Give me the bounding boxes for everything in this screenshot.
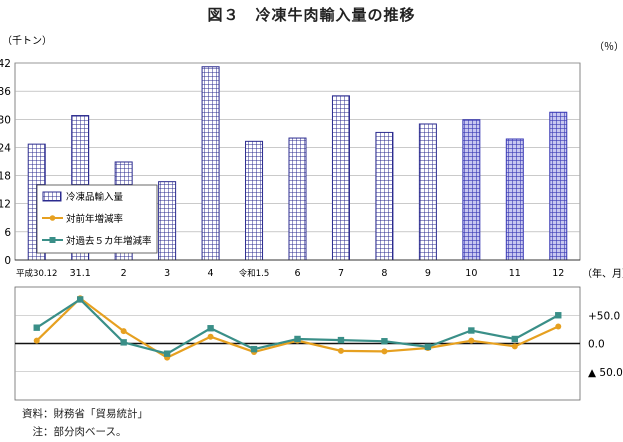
series-point xyxy=(33,337,40,344)
y2-tick-label: 0.0 xyxy=(588,339,605,351)
series-point xyxy=(337,347,344,354)
legend-label: 対前年増減率 xyxy=(66,213,124,225)
y2-tick-label: ▲ 50.0 xyxy=(588,367,623,379)
x-tick-label: 8 xyxy=(381,268,387,279)
x-tick-label: 12 xyxy=(552,268,564,279)
series-point xyxy=(511,343,518,350)
x-axis-unit-label: （年、月） xyxy=(582,267,623,280)
x-tick-label: 平成30.12 xyxy=(16,268,57,279)
series-point xyxy=(120,339,127,346)
bar xyxy=(505,138,524,261)
bar xyxy=(549,111,568,261)
y-tick-label: 42 xyxy=(0,58,11,70)
x-tick-label: 2 xyxy=(121,268,127,279)
series-point xyxy=(381,338,388,345)
series-point xyxy=(207,333,214,340)
series-point xyxy=(468,337,475,344)
bar xyxy=(288,137,307,261)
x-tick-label: 9 xyxy=(425,268,431,279)
y-tick-label: 6 xyxy=(4,227,11,239)
series-point xyxy=(120,328,127,335)
series-point xyxy=(76,296,84,303)
footnote: 注：部分肉ベース。 xyxy=(22,426,127,438)
y2-axis-label: （％） xyxy=(594,41,623,53)
series-point xyxy=(207,325,214,332)
x-tick-label: 11 xyxy=(509,268,521,279)
bar xyxy=(245,140,264,261)
series-point xyxy=(511,335,519,343)
series-point xyxy=(294,335,301,343)
legend-swatch-bar xyxy=(42,191,62,202)
series-point xyxy=(337,336,345,344)
y-tick-label: 0 xyxy=(4,255,11,267)
legend-marker xyxy=(49,215,56,221)
bar xyxy=(158,181,177,261)
series-point xyxy=(250,345,258,353)
y-tick-label: 18 xyxy=(0,171,11,183)
x-tick-label: 7 xyxy=(338,268,344,279)
bar xyxy=(331,95,350,261)
x-tick-label: 6 xyxy=(294,268,300,279)
legend-label: 対過去５カ年増減率 xyxy=(66,235,152,247)
series-point xyxy=(424,343,432,351)
x-tick-label: 4 xyxy=(208,268,214,279)
y-axis-label: （千トン） xyxy=(2,35,52,47)
source-note: 資料：財務省「貿易統計」 xyxy=(22,408,148,420)
bar xyxy=(462,119,481,261)
bar xyxy=(201,66,220,261)
legend-label: 冷凍品輸入量 xyxy=(66,191,124,203)
bar xyxy=(418,123,437,261)
series-point xyxy=(468,327,475,334)
x-tick-label: 31.1 xyxy=(70,268,91,279)
y2-tick-label: +50.0 xyxy=(588,310,620,322)
series-point xyxy=(555,312,562,319)
y-tick-label: 30 xyxy=(0,114,11,126)
series-point xyxy=(163,350,171,357)
legend-marker xyxy=(49,237,56,243)
series-point xyxy=(33,324,40,331)
x-tick-label: 10 xyxy=(465,268,477,279)
series-point xyxy=(555,323,562,330)
series-point xyxy=(381,348,388,355)
y-tick-label: 36 xyxy=(0,86,11,98)
chart-title: 図３ 冷凍牛肉輸入量の推移 xyxy=(207,6,416,24)
x-tick-label: 3 xyxy=(164,268,170,279)
x-tick-label: 令和1.5 xyxy=(239,268,270,279)
y-tick-label: 12 xyxy=(0,199,11,211)
bar xyxy=(375,131,394,261)
y-tick-label: 24 xyxy=(0,142,11,154)
